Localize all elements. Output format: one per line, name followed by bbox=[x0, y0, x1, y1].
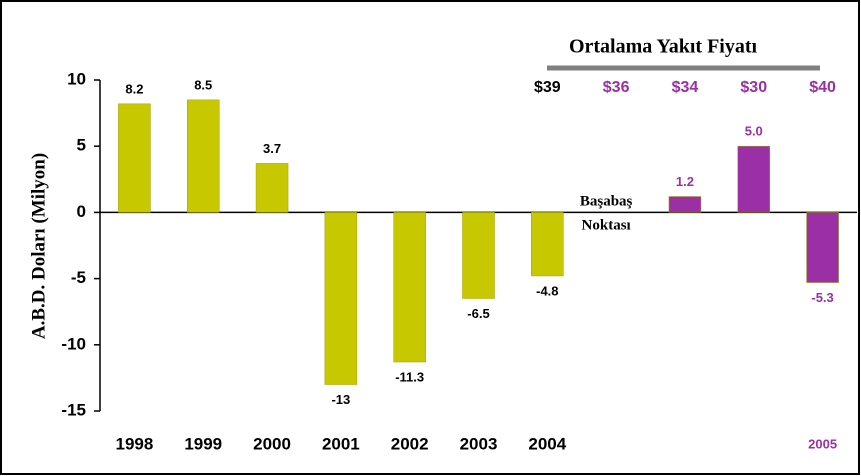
value-label: 8.5 bbox=[194, 77, 212, 92]
x-tick-label: 2001 bbox=[322, 434, 360, 453]
price-label: $30 bbox=[740, 79, 767, 96]
x-tick-label: 2002 bbox=[391, 434, 429, 453]
bar bbox=[186, 99, 220, 213]
value-label: 3.7 bbox=[263, 141, 281, 156]
annotation: Başabaş bbox=[580, 193, 633, 209]
value-label: 5.0 bbox=[745, 124, 763, 139]
x-tick-label: 2000 bbox=[253, 434, 291, 453]
y-tick-label: 0 bbox=[77, 202, 86, 221]
price-label: $40 bbox=[809, 79, 836, 96]
price-label: $39 bbox=[534, 79, 561, 96]
value-label: -5.3 bbox=[811, 290, 833, 305]
value-label: -6.5 bbox=[467, 306, 489, 321]
bar bbox=[393, 212, 426, 363]
x-tick-label: 1998 bbox=[115, 434, 153, 453]
bar bbox=[668, 196, 702, 213]
y-tick-label: 10 bbox=[67, 69, 86, 88]
value-label: 8.2 bbox=[125, 81, 143, 96]
bar bbox=[462, 212, 495, 299]
y-tick-label: -10 bbox=[61, 334, 86, 353]
x-tick-label: 2004 bbox=[528, 434, 566, 453]
y-tick-label: -5 bbox=[71, 268, 86, 287]
annotation: Noktası bbox=[582, 217, 631, 233]
bar bbox=[324, 212, 358, 385]
price-label: $36 bbox=[603, 79, 630, 96]
value-label: -13 bbox=[331, 392, 350, 407]
price-title: Ortalama Yakıt Fiyatı bbox=[569, 36, 758, 58]
y-axis-label: A.B.D. Doları (Milyon) bbox=[28, 153, 49, 339]
value-label: -11.3 bbox=[395, 369, 424, 384]
price-label: $34 bbox=[672, 79, 699, 96]
bar bbox=[531, 212, 564, 277]
x-tick-label: 2005 bbox=[808, 436, 837, 451]
x-tick-label: 2003 bbox=[460, 434, 498, 453]
y-tick-label: 5 bbox=[77, 136, 86, 155]
value-label: -4.8 bbox=[536, 283, 558, 298]
y-tick-label: -15 bbox=[61, 400, 86, 419]
bar bbox=[255, 163, 289, 213]
bar bbox=[118, 103, 151, 213]
bar bbox=[737, 145, 771, 213]
bar bbox=[806, 212, 839, 283]
x-tick-label: 1999 bbox=[184, 434, 222, 453]
value-label: 1.2 bbox=[676, 174, 694, 189]
